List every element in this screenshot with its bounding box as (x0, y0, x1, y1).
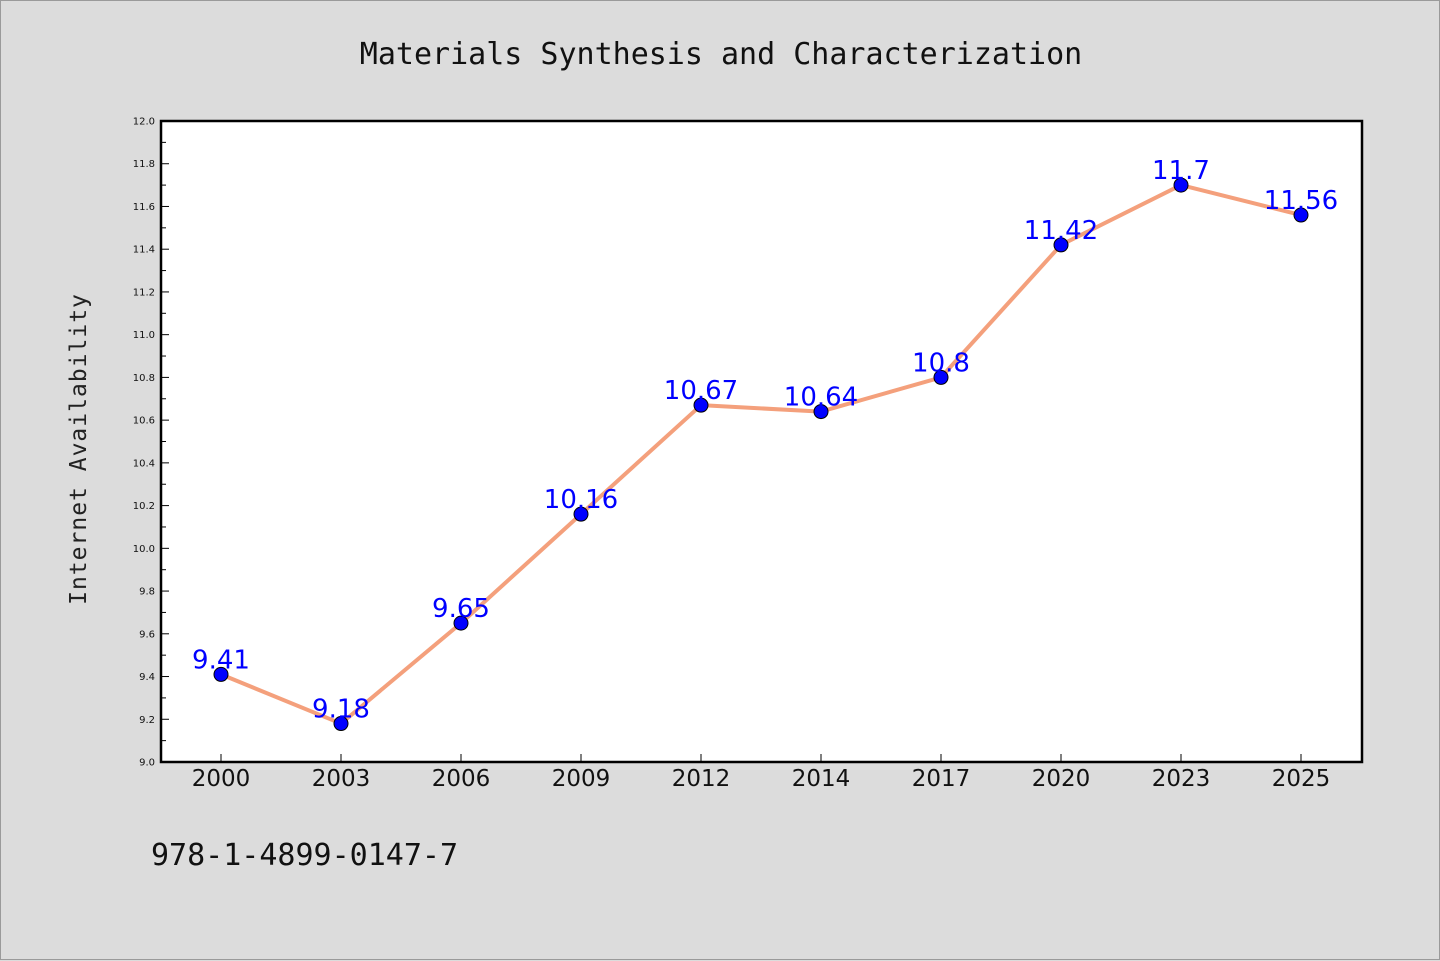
data-label: 9.65 (432, 594, 490, 624)
data-label: 10.16 (544, 485, 618, 515)
y-tick-label: 12.0 (133, 117, 155, 128)
y-tick-label: 10.2 (133, 501, 155, 512)
data-point (573, 506, 589, 522)
x-tick-label: 2017 (912, 766, 971, 792)
x-tick-label: 2000 (192, 766, 251, 792)
data-label: 11.56 (1264, 186, 1338, 216)
data-point (813, 404, 829, 420)
data-point (1173, 177, 1189, 193)
chart-title: Materials Synthesis and Characterization (360, 37, 1082, 72)
data-label: 10.8 (912, 348, 970, 378)
y-tick-label: 10.0 (133, 544, 155, 555)
data-point (453, 615, 469, 631)
y-tick-label: 11.4 (133, 245, 155, 256)
data-label: 9.41 (192, 645, 250, 675)
y-tick-label: 11.0 (133, 330, 155, 341)
data-label: 11.42 (1024, 216, 1098, 246)
data-point (333, 716, 349, 732)
data-labels: 9.41 9.18 9.65 10.16 10.67 10.64 10.8 11.42 11.7… (192, 156, 1338, 724)
x-tick-label: 2012 (672, 766, 731, 792)
x-tick-label: 2003 (312, 766, 371, 792)
x-tick-label: 2009 (552, 766, 611, 792)
data-label: 9.18 (312, 695, 370, 725)
y-tick-label: 10.6 (133, 416, 155, 427)
series-line (220, 183, 1302, 726)
y-axis-label: Internet Availability (66, 293, 92, 605)
data-label: 10.64 (784, 383, 858, 413)
data-point (213, 666, 229, 682)
x-axis: 2000 2003 2006 2009 2012 2014 2017 2020 2023 2025 (192, 754, 1331, 792)
data-point (1053, 237, 1069, 253)
y-tick-label: 9.6 (139, 629, 155, 640)
data-point (693, 397, 709, 413)
y-tick-label: 10.4 (133, 458, 155, 469)
y-tick-label: 11.8 (133, 159, 155, 170)
x-tick-label: 2006 (432, 766, 491, 792)
x-tick-label: 2014 (792, 766, 851, 792)
y-tick-label: 11.2 (133, 287, 155, 298)
y-axis: 9.0 9.2 9.4 9.6 9.8 10.0 10.2 10.4 10.6 10.8 11.0 1… (133, 117, 169, 769)
y-tick-label: 9.0 (139, 758, 155, 769)
x-tick-label: 2020 (1032, 766, 1091, 792)
series-markers (213, 177, 1309, 732)
data-point (933, 369, 949, 385)
x-tick-label: 2023 (1152, 766, 1211, 792)
y-tick-label: 9.8 (139, 587, 155, 598)
y-tick-label: 10.8 (133, 373, 155, 384)
y-tick-label: 11.6 (133, 202, 155, 213)
y-tick-label: 9.2 (139, 715, 155, 726)
data-label: 10.67 (664, 376, 738, 406)
x-tick-label: 2025 (1272, 766, 1331, 792)
data-point (1293, 207, 1309, 223)
isbn-text: 978-1-4899-0147-7 (151, 838, 458, 873)
data-label: 11.7 (1152, 156, 1210, 186)
plot-area (159, 119, 1364, 764)
y-tick-label: 9.4 (139, 672, 155, 683)
